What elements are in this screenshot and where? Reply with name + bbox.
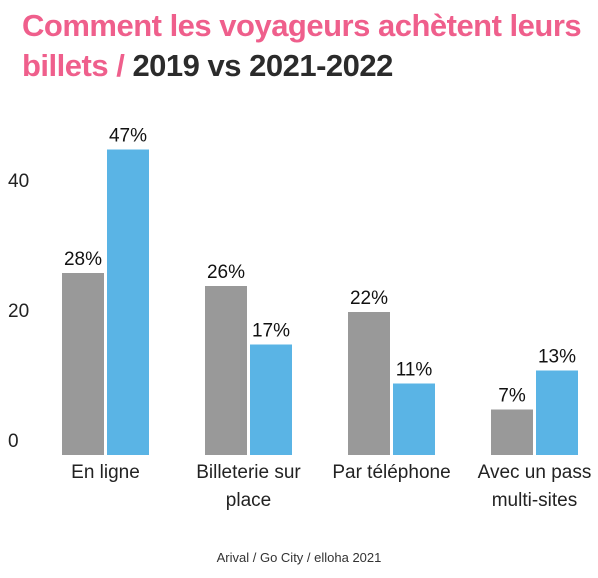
value-label: 28% xyxy=(64,249,102,270)
value-label: 7% xyxy=(498,386,526,407)
bar xyxy=(250,344,292,455)
y-tick-label: 40 xyxy=(8,171,29,192)
value-label: 11% xyxy=(396,360,433,381)
x-tick-label: Par téléphone xyxy=(332,462,451,483)
chart-title: Comment les voyageurs achètent leurs bil… xyxy=(22,6,592,86)
bar xyxy=(393,383,435,455)
value-label: 17% xyxy=(252,321,290,342)
x-tick-label: Avec un pass multi-sites xyxy=(477,462,592,511)
bar xyxy=(205,286,247,455)
source: Arival / Go City / elloha 2021 xyxy=(216,550,382,565)
value-label: 22% xyxy=(350,288,388,309)
bar xyxy=(491,409,533,455)
bar xyxy=(348,312,390,455)
title-main: Comment les voyageurs achètent leurs bil… xyxy=(22,8,582,83)
bar xyxy=(107,149,149,455)
bar xyxy=(536,370,578,455)
title-highlight: 2019 vs 2021-2022 xyxy=(132,48,393,83)
x-tick-label: En ligne xyxy=(71,462,140,483)
bar xyxy=(62,273,104,455)
x-tick-label: Billeterie sur place xyxy=(196,462,301,511)
value-label: 47% xyxy=(109,126,147,147)
y-tick-label: 0 xyxy=(8,431,19,452)
value-label: 13% xyxy=(538,347,576,368)
value-label: 26% xyxy=(207,262,245,283)
y-tick-label: 20 xyxy=(8,301,29,322)
